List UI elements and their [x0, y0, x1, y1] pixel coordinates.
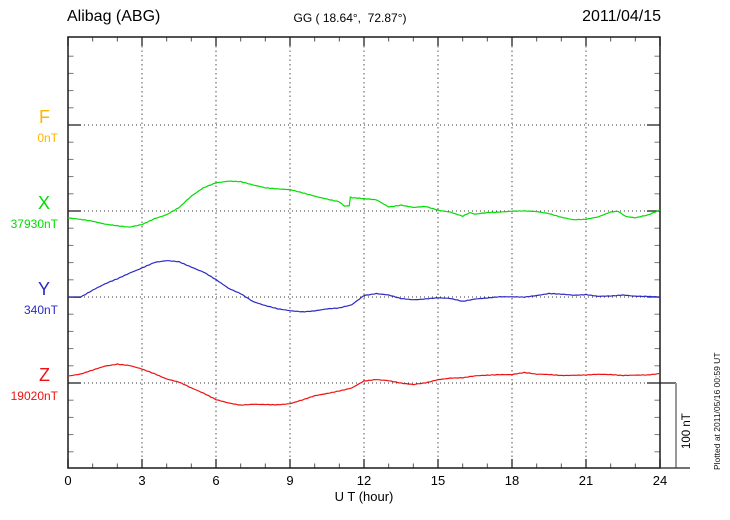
- x-tick-label-3: 3: [138, 473, 146, 488]
- baseline-value-z: 19020nT: [10, 389, 58, 403]
- baseline-value-y: 340nT: [23, 303, 58, 317]
- plot-frame: [67, 36, 661, 469]
- station-name: Alibag (ABG): [67, 8, 161, 25]
- plot-date: 2011/04/15: [582, 8, 661, 25]
- trace-z: [67, 363, 661, 406]
- x-tick-label-9: 9: [286, 473, 294, 488]
- component-label-x: X: [37, 193, 50, 213]
- baseline-value-x: 37930nT: [10, 217, 58, 231]
- component-label-z: Z: [39, 365, 50, 385]
- trace-y: [68, 260, 661, 313]
- x-tick-label-0: 0: [64, 473, 72, 488]
- x-tick-label-21: 21: [578, 473, 594, 488]
- plot-timestamp-note: Plotted at 2011/05/16 00:59 UT: [712, 352, 722, 470]
- geographic-coordinates: GG ( 18.64°, 72.87°): [293, 11, 407, 25]
- x-tick-label-18: 18: [504, 473, 520, 488]
- trace-x: [67, 180, 661, 228]
- baseline-value-f: 0nT: [37, 131, 58, 145]
- x-axis-label: U T (hour): [334, 489, 394, 504]
- x-tick-label-15: 15: [430, 473, 446, 488]
- x-tick-label-24: 24: [652, 473, 668, 488]
- x-tick-label-6: 6: [212, 473, 220, 488]
- x-tick-label-12: 12: [356, 473, 372, 488]
- scale-bar-label: 100 nT: [681, 413, 693, 449]
- component-label-y: Y: [37, 279, 50, 299]
- component-label-f: F: [39, 107, 50, 127]
